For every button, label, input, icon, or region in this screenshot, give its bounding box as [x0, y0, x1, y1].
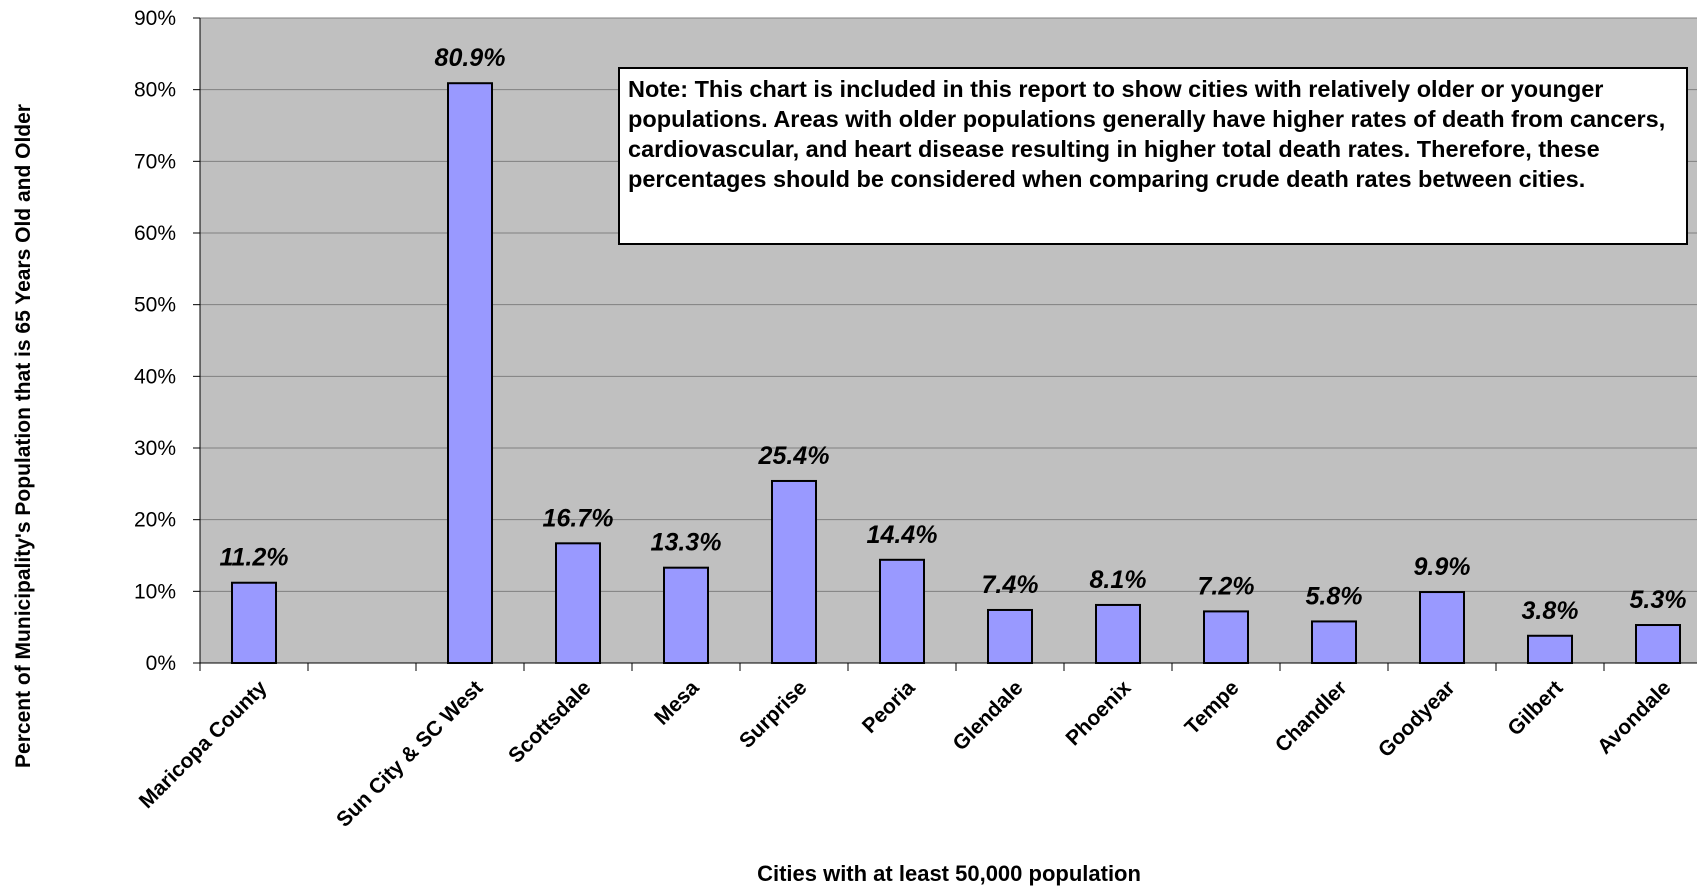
data-label: 13.3%: [651, 529, 722, 557]
y-tick-label: 70%: [134, 150, 176, 173]
data-label: 8.1%: [1090, 566, 1147, 594]
bar: [1311, 620, 1357, 665]
x-tick-label: Sun City & SC West: [332, 676, 487, 831]
y-tick-label: 10%: [134, 580, 176, 603]
x-tick-label: Gilbert: [1503, 676, 1567, 740]
bar: [1203, 610, 1249, 665]
y-tick-label: 50%: [134, 294, 176, 317]
data-label: 9.9%: [1414, 553, 1471, 581]
bar: [879, 558, 925, 664]
bar: [555, 542, 601, 664]
y-tick-label: 80%: [134, 79, 176, 102]
x-tick-label: Goodyear: [1374, 676, 1460, 762]
data-label: 5.3%: [1630, 586, 1687, 614]
x-tick-label: Glendale: [949, 676, 1028, 755]
bar: [987, 608, 1033, 665]
x-tick-label: Chandler: [1271, 676, 1352, 757]
x-tick-label: Surprise: [735, 676, 812, 753]
data-labels: 11.2% 80.9% 16.7% 13.3% 25.4% 14.4% 7.4% 8.1% 7.…: [219, 44, 1686, 625]
y-tick-label: 60%: [134, 222, 176, 245]
x-tick-label: Mesa: [650, 676, 704, 730]
x-tick-label: Peoria: [858, 676, 920, 738]
bar: [1527, 634, 1573, 664]
bars: [231, 82, 1681, 665]
data-label: 16.7%: [543, 504, 614, 532]
x-tick-label: Avondale: [1593, 676, 1676, 759]
y-tick-label: 90%: [134, 7, 176, 30]
bar: [447, 82, 493, 664]
y-axis-title: Percent of Municipality's Population tha…: [12, 104, 35, 768]
data-label: 5.8%: [1306, 582, 1363, 610]
data-label: 7.2%: [1198, 572, 1255, 600]
data-label: 11.2%: [219, 544, 288, 572]
y-tick-label: 20%: [134, 509, 176, 532]
y-tick-label: 30%: [134, 437, 176, 460]
chart-note: Note: This chart is included in this rep…: [618, 67, 1688, 245]
data-label: 14.4%: [867, 521, 938, 549]
x-tick-label: Scottsdale: [504, 676, 595, 767]
bar: [231, 581, 277, 665]
x-tick-label: Phoenix: [1062, 676, 1136, 750]
bar: [1095, 603, 1141, 665]
bar: [1419, 591, 1465, 664]
bar: [771, 479, 817, 665]
data-label: 25.4%: [758, 442, 830, 470]
data-label: 80.9%: [435, 44, 506, 72]
data-label: 3.8%: [1522, 597, 1579, 625]
y-tick-label: 0%: [146, 652, 176, 675]
data-label: 7.4%: [982, 571, 1039, 599]
x-axis-title: Cities with at least 50,000 population: [757, 861, 1141, 886]
bar: [663, 566, 709, 665]
y-tick-label: 40%: [134, 365, 176, 388]
x-tick-label: Maricopa County: [135, 676, 272, 813]
bar: [1635, 624, 1681, 664]
x-tick-label: Tempe: [1181, 676, 1244, 739]
